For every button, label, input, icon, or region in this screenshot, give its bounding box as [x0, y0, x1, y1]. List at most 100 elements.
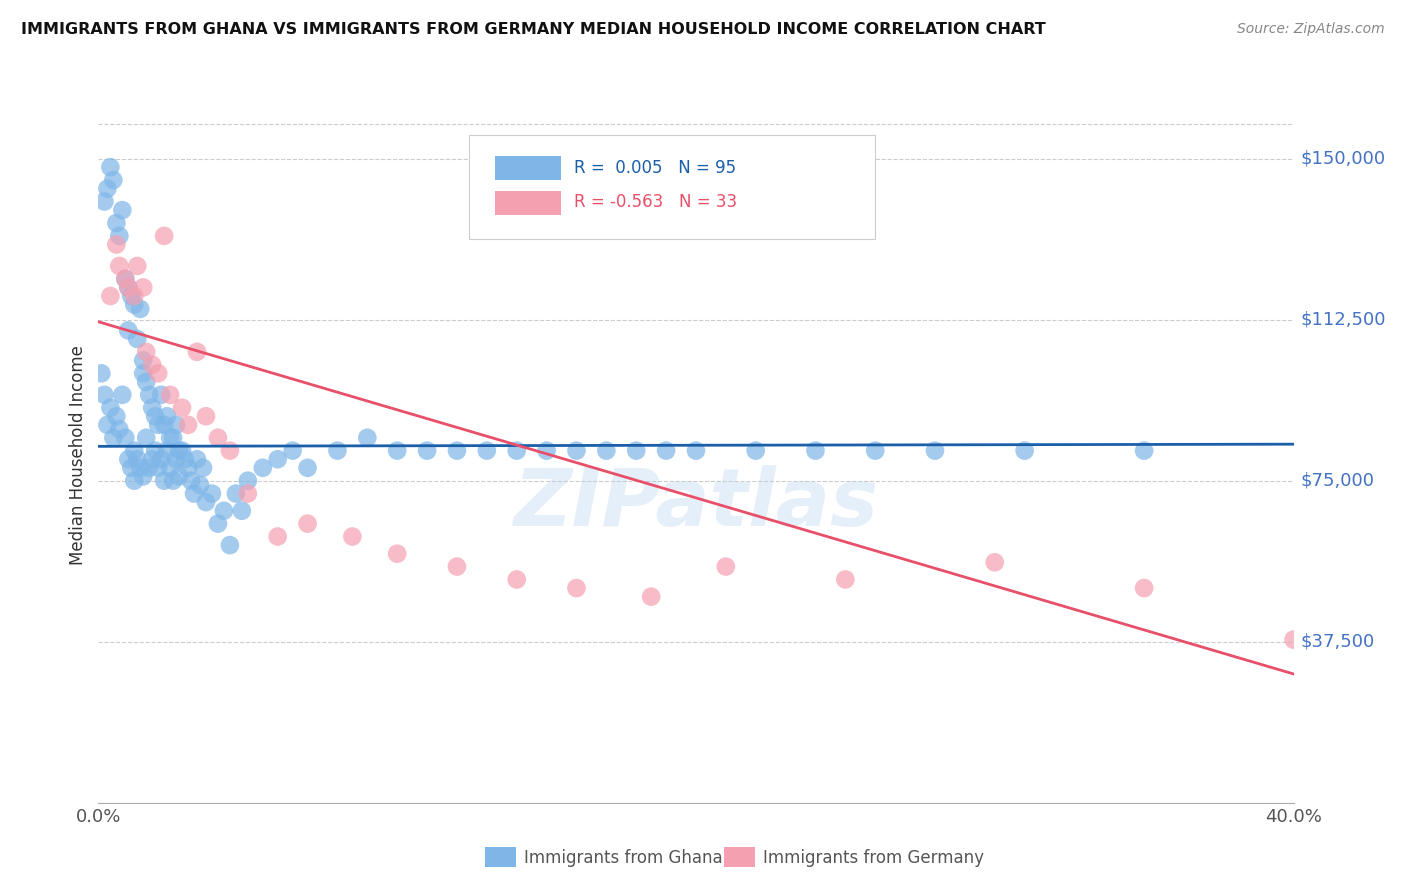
- Point: [167, 443, 190, 458]
- Point: [212, 504, 235, 518]
- Point: [446, 559, 468, 574]
- Point: [111, 203, 134, 218]
- Text: $112,500: $112,500: [1301, 310, 1386, 328]
- Point: [114, 431, 136, 445]
- Point: [231, 504, 253, 518]
- Point: [326, 443, 349, 458]
- Point: [153, 417, 176, 432]
- Point: [207, 516, 229, 531]
- Point: [983, 555, 1005, 569]
- Point: [117, 280, 139, 294]
- Point: [640, 590, 662, 604]
- Point: [1133, 443, 1156, 458]
- Point: [565, 443, 588, 458]
- Point: [150, 452, 173, 467]
- Point: [96, 181, 118, 195]
- Point: [124, 443, 146, 458]
- Point: [194, 409, 218, 424]
- Point: [98, 289, 122, 303]
- Point: [506, 573, 529, 587]
- Point: [105, 409, 128, 424]
- Point: [165, 417, 187, 432]
- Point: [153, 228, 176, 243]
- Point: [219, 538, 242, 552]
- Point: [834, 573, 856, 587]
- Point: [124, 474, 146, 488]
- Point: [714, 559, 737, 574]
- Point: [117, 280, 139, 294]
- Point: [93, 388, 115, 402]
- Point: [416, 443, 439, 458]
- Point: [127, 332, 149, 346]
- Point: [252, 460, 274, 475]
- Point: [159, 388, 181, 402]
- Point: [356, 431, 378, 445]
- Point: [105, 237, 128, 252]
- Point: [194, 495, 218, 509]
- Point: [93, 194, 115, 209]
- Point: [745, 443, 768, 458]
- Point: [132, 353, 155, 368]
- Point: [129, 460, 152, 475]
- Point: [132, 469, 155, 483]
- Point: [98, 160, 122, 174]
- Point: [267, 452, 290, 467]
- Point: [180, 474, 202, 488]
- Point: [108, 259, 131, 273]
- Point: [120, 289, 142, 303]
- Point: [1282, 632, 1305, 647]
- Point: [124, 289, 146, 303]
- Point: [96, 417, 118, 432]
- Point: [162, 431, 184, 445]
- Point: [127, 452, 149, 467]
- Point: [108, 422, 131, 436]
- Point: [475, 443, 498, 458]
- Point: [143, 443, 166, 458]
- Point: [685, 443, 707, 458]
- FancyBboxPatch shape: [495, 191, 561, 215]
- Text: R =  0.005   N = 95: R = 0.005 N = 95: [574, 159, 737, 177]
- Point: [297, 460, 319, 475]
- Point: [108, 228, 131, 243]
- Point: [446, 443, 468, 458]
- Point: [385, 443, 409, 458]
- Point: [506, 443, 529, 458]
- Point: [117, 452, 139, 467]
- Point: [1014, 443, 1036, 458]
- Point: [114, 272, 136, 286]
- Point: [141, 358, 163, 372]
- Text: $150,000: $150,000: [1301, 150, 1386, 168]
- Point: [236, 486, 259, 500]
- Point: [385, 547, 409, 561]
- Text: R = -0.563   N = 33: R = -0.563 N = 33: [574, 194, 737, 211]
- Point: [536, 443, 558, 458]
- Text: $75,000: $75,000: [1301, 472, 1375, 490]
- Point: [141, 401, 163, 415]
- Y-axis label: Median Household Income: Median Household Income: [69, 345, 87, 565]
- Point: [207, 431, 229, 445]
- Point: [148, 460, 170, 475]
- Point: [148, 367, 170, 381]
- Point: [159, 460, 181, 475]
- Point: [135, 375, 157, 389]
- Point: [624, 443, 647, 458]
- Point: [1133, 581, 1156, 595]
- Point: [219, 443, 242, 458]
- Point: [114, 272, 136, 286]
- FancyBboxPatch shape: [495, 156, 561, 180]
- Point: [201, 486, 224, 500]
- Point: [90, 367, 112, 381]
- Point: [225, 486, 247, 500]
- Point: [135, 431, 157, 445]
- Text: IMMIGRANTS FROM GHANA VS IMMIGRANTS FROM GERMANY MEDIAN HOUSEHOLD INCOME CORRELA: IMMIGRANTS FROM GHANA VS IMMIGRANTS FROM…: [21, 22, 1046, 37]
- Point: [153, 474, 176, 488]
- Point: [150, 388, 173, 402]
- Point: [98, 401, 122, 415]
- Point: [129, 301, 152, 316]
- Point: [236, 474, 259, 488]
- Point: [186, 344, 208, 359]
- Point: [804, 443, 827, 458]
- Point: [177, 460, 200, 475]
- Point: [565, 581, 588, 595]
- FancyBboxPatch shape: [470, 135, 875, 239]
